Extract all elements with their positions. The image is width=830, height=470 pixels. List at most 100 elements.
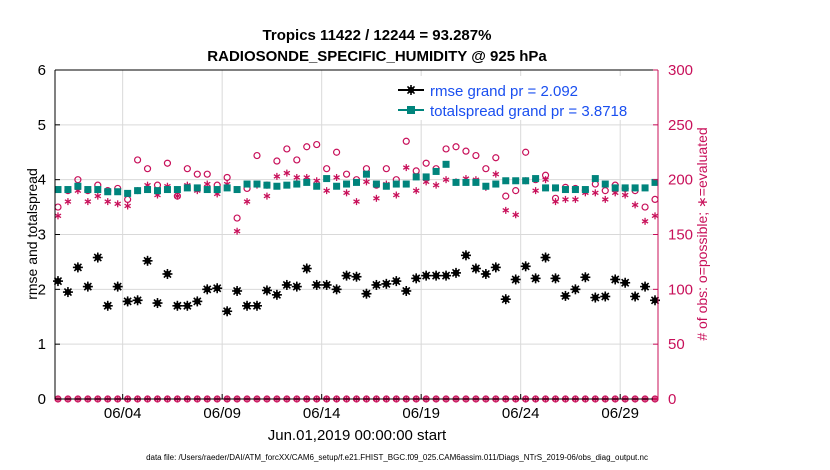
rmse-point (480, 268, 491, 279)
possible-obs-point (502, 192, 510, 200)
rmse-point (82, 281, 93, 292)
totalspread-point (183, 184, 191, 192)
rmse-point (52, 276, 63, 287)
possible-obs-point (133, 156, 142, 164)
possible-obs-point (253, 151, 261, 160)
rmse-point (470, 263, 481, 274)
totalspread-point (651, 178, 659, 186)
x-tick-label: 06/24 (502, 405, 540, 422)
totalspread-point (482, 182, 490, 190)
rmse-point (371, 279, 382, 290)
totalspread-point (362, 170, 370, 178)
totalspread-point (442, 160, 450, 168)
x-tick-label: 06/04 (104, 405, 142, 422)
totalspread-point (631, 184, 639, 192)
grid-lines (55, 69, 658, 400)
x-tick-label: 06/29 (601, 405, 639, 422)
rmse-point (331, 284, 342, 295)
rmse-point (540, 252, 551, 263)
possible-obs-point (74, 176, 82, 184)
totalspread-point (402, 180, 410, 188)
rmse-point (580, 272, 591, 283)
possible-obs-point (522, 148, 530, 156)
totalspread-point (104, 188, 112, 196)
totalspread-point (203, 186, 211, 194)
possible-obs-point (143, 165, 152, 173)
totalspread-point (54, 186, 62, 194)
evaluated-obs-point (94, 192, 102, 200)
possible-obs-point (342, 170, 351, 178)
evaluated-obs-point (532, 187, 539, 195)
evaluated-obs-point (104, 198, 112, 206)
evaluated-obs-point (572, 195, 579, 203)
totalspread-point (173, 186, 181, 194)
y-tick-label-right: 100 (668, 281, 693, 298)
totalspread-point (223, 184, 231, 192)
evaluated-obs-point (542, 176, 549, 184)
x-tick-label: 06/09 (203, 405, 241, 422)
rmse-point (281, 279, 292, 290)
possible-obs-point (462, 147, 470, 155)
y-axis-right-label: # of obs: o=possible; ∗=evaluated (694, 127, 710, 340)
possible-obs-point (472, 151, 480, 160)
rmse-point (630, 291, 641, 302)
rmse-point (411, 273, 422, 284)
evaluated-obs-point (124, 202, 131, 210)
legend-rmse-star (406, 85, 416, 95)
y-ticks-left: 0 1 2 3 4 5 6 (38, 62, 60, 408)
totalspread-point (522, 177, 530, 185)
totalspread-point (472, 178, 480, 186)
possible-obs-point (512, 187, 520, 195)
legend-totalspread-marker (407, 106, 415, 114)
rmse-point (520, 261, 531, 272)
totalspread-point (333, 182, 341, 190)
possible-obs-point (492, 154, 500, 162)
y-tick-label-right: 50 (668, 336, 685, 353)
evaluated-obs-point (442, 176, 450, 184)
totalspread-point (263, 181, 271, 189)
possible-obs-point (303, 143, 311, 151)
possible-obs-point (422, 159, 430, 167)
y-tick-label-right: 200 (668, 172, 693, 189)
totalspread-point (542, 184, 550, 192)
y-tick-label-left: 0 (38, 391, 46, 408)
evaluated-obs-point (373, 194, 380, 202)
rmse-point (431, 270, 442, 281)
possible-obs-point (402, 137, 410, 145)
possible-obs-point (382, 165, 390, 173)
rmse-point (62, 287, 73, 298)
rmse-point (341, 270, 352, 281)
evaluated-obs-point (363, 178, 370, 186)
possible-obs-point (442, 145, 450, 153)
evaluated-obs-point (412, 187, 420, 195)
chart-subtitle: RADIOSONDE_SPECIFIC_HUMIDITY @ 925 hPa (207, 48, 547, 65)
rmse-point (172, 300, 183, 311)
totalspread-point (601, 180, 609, 188)
chart-title: Tropics 11422 / 12244 = 93.287% (263, 27, 492, 44)
totalspread-point (323, 175, 331, 183)
rmse-point (271, 289, 282, 300)
y-tick-label-left: 3 (38, 227, 46, 244)
totalspread-point (581, 186, 589, 194)
rmse-point (610, 274, 621, 285)
rmse-point (391, 276, 402, 287)
possible-obs-point (323, 165, 331, 173)
footnote: data file: /Users/raeder/DAI/ATM_forcXX/… (146, 453, 648, 462)
evaluated-obs-point (243, 198, 251, 206)
rmse-point (421, 270, 432, 281)
possible-obs-point (332, 148, 341, 156)
rmse-point (361, 288, 372, 299)
rmse-point (142, 255, 153, 266)
y-tick-label-left: 2 (38, 281, 46, 298)
totalspread-point (243, 180, 251, 188)
evaluated-obs-point (343, 189, 350, 197)
evaluated-obs-point (293, 173, 301, 181)
y-tick-label-right: 0 (668, 391, 676, 408)
rmse-point (232, 285, 243, 296)
possible-obs-point (163, 159, 172, 167)
totalspread-point (552, 184, 560, 192)
legend-rmse-marker (406, 85, 416, 95)
evaluated-obs-point (323, 187, 331, 195)
legend: rmse grand pr = 2.092 totalspread grand … (393, 76, 656, 120)
x-ticks: 06/04 06/09 06/14 06/19 06/24 06/29 (104, 394, 639, 422)
